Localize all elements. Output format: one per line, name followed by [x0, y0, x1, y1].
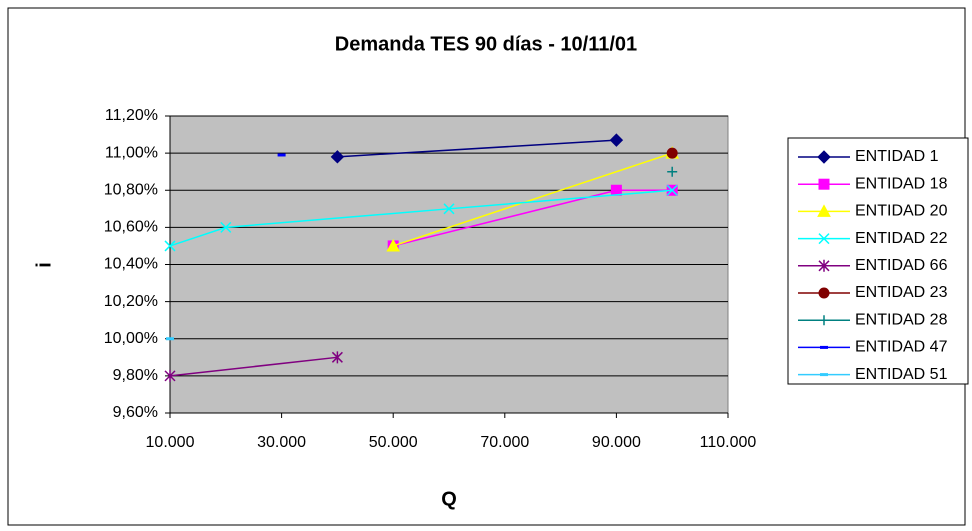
series-line: [169, 356, 338, 377]
y-tick-label: 10,40%: [104, 256, 158, 273]
marker: [819, 315, 829, 326]
x-tick-label: 30.000: [257, 434, 306, 451]
y-tick-label: 11,20%: [105, 107, 158, 124]
y-tick-label: 11,00%: [105, 144, 158, 161]
marker: [331, 351, 343, 364]
marker: [277, 153, 286, 157]
marker: [166, 337, 174, 341]
y-tick-label: 9,80%: [113, 367, 158, 384]
y-tick-label: 10,80%: [104, 181, 158, 198]
marker: [610, 184, 622, 196]
legend-label: ENTIDAD 47: [855, 339, 948, 356]
legend-label: ENTIDAD 20: [855, 203, 948, 220]
series-line: [392, 152, 673, 247]
marker: [443, 203, 455, 215]
marker: [220, 221, 232, 233]
x-axis-label: Q: [441, 488, 457, 510]
marker: [164, 369, 176, 382]
marker: [609, 133, 624, 147]
marker: [386, 238, 401, 252]
legend-label: ENTIDAD 66: [855, 257, 948, 274]
legend-label: ENTIDAD 1: [855, 148, 939, 165]
series-line: [337, 139, 617, 158]
series-line: [169, 189, 673, 247]
x-tick-label: 110.000: [700, 434, 757, 451]
marker: [164, 240, 176, 252]
marker: [667, 166, 678, 177]
marker: [818, 287, 830, 299]
marker: [666, 184, 678, 196]
x-tick-label: 90.000: [592, 434, 641, 451]
x-tick-label: 70.000: [480, 434, 529, 451]
y-tick-label: 9,60%: [113, 404, 158, 421]
legend-label: ENTIDAD 28: [855, 311, 948, 328]
legend-label: ENTIDAD 22: [855, 230, 948, 247]
legend: [787, 137, 969, 385]
marker: [817, 204, 831, 217]
marker: [666, 147, 678, 159]
marker: [330, 150, 345, 164]
marker: [818, 233, 830, 245]
y-tick-label: 10,60%: [104, 219, 158, 236]
legend-label: ENTIDAD 23: [855, 284, 948, 301]
x-tick-label: 10.000: [146, 434, 195, 451]
marker: [820, 373, 828, 377]
legend-label: ENTIDAD 51: [855, 366, 948, 383]
chart-title: Demanda TES 90 días - 10/11/01: [335, 33, 637, 55]
marker: [820, 345, 828, 349]
x-tick-label: 50.000: [369, 434, 418, 451]
y-tick-label: 10,00%: [104, 330, 158, 347]
y-axis-label: i: [33, 262, 55, 268]
y-tick-label: 10,20%: [104, 293, 158, 310]
marker: [817, 150, 831, 164]
legend-label: ENTIDAD 18: [855, 175, 948, 192]
marker: [818, 178, 830, 190]
marker: [818, 259, 830, 272]
